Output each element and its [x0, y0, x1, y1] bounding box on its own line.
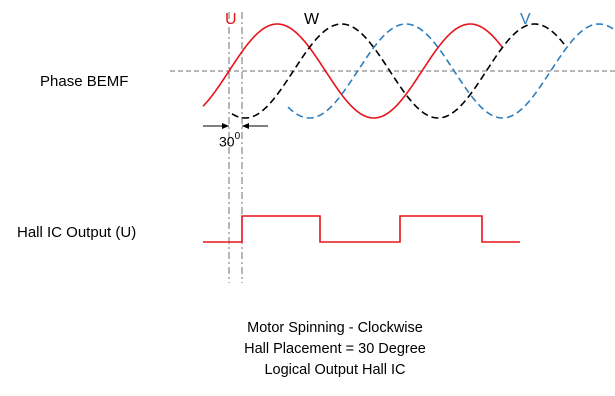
caption-line-2: Hall Placement = 30 Degree	[244, 341, 426, 357]
angle-label: 300	[219, 131, 241, 150]
hall-output-signal	[203, 215, 520, 243]
bemf-wave-v	[287, 23, 615, 119]
angle-dimension	[203, 123, 268, 129]
phase-tag-v: V	[520, 11, 531, 28]
caption-line-1: Motor Spinning - Clockwise	[247, 320, 423, 336]
bemf-wave-u	[202, 23, 503, 119]
angle-unit: 0	[234, 131, 241, 142]
hall-output-label: Hall IC Output (U)	[17, 224, 137, 241]
caption: Motor Spinning - Clockwise Hall Placemen…	[220, 318, 450, 381]
phase-tag-w: W	[304, 11, 320, 28]
caption-line-3: Logical Output Hall IC	[264, 362, 406, 378]
phase-bemf-label: Phase BEMF	[40, 73, 129, 90]
phase-tag-u: U	[225, 11, 237, 28]
angle-value: 30	[219, 133, 235, 150]
